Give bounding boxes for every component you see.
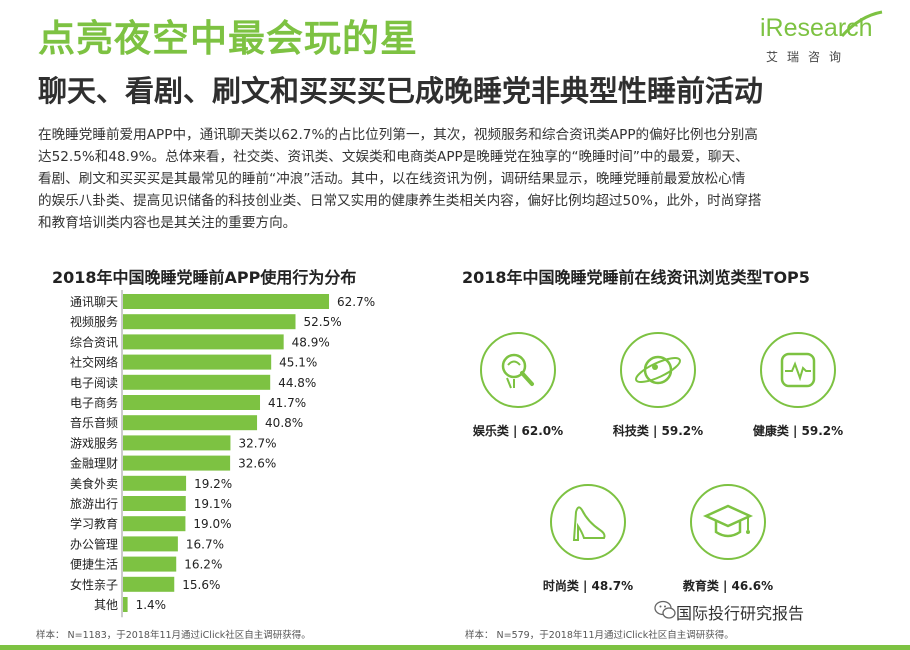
bar — [123, 374, 271, 390]
paragraph-line: 看剧、刷文和买买买是其最常见的睡前“冲浪”活动。其中，以在线资讯为例，调研结果显… — [38, 171, 746, 187]
value-label: 19.1% — [194, 497, 232, 511]
graduation-cap-icon — [690, 484, 766, 560]
bar — [123, 395, 261, 410]
right-chart-title: 2018年中国晚睡党睡前在线资讯浏览类型TOP5 — [462, 268, 810, 287]
bar — [123, 294, 330, 309]
left-chart-title: 2018年中国晚睡党睡前APP使用行为分布 — [52, 268, 357, 287]
value-label: 19.2% — [194, 477, 232, 491]
category-label: 学习教育 — [70, 516, 118, 531]
tech-label: 科技类 | 59.2% — [612, 424, 704, 438]
health-monitor-icon — [760, 332, 836, 408]
high-heel-icon — [550, 484, 626, 560]
app-usage-bar-chart: 通讯聊天 62.7% 视频服务 52.5% 综合资讯 48.9% 社交网络 45.1% 电子阅读… — [70, 290, 375, 618]
category-label: 电子阅读 — [70, 376, 118, 390]
paragraph-line: 的娱乐八卦类、提高见识储备的科技创业类、日常又实用的健康养生类相关内容，偏好比例… — [38, 193, 762, 209]
bar — [123, 435, 231, 451]
category-label: 音乐音频 — [70, 415, 118, 430]
value-label: 32.6% — [238, 457, 276, 471]
iresearch-logo: iResearch 艾瑞咨询 — [756, 10, 886, 66]
bar — [123, 516, 186, 532]
bar — [123, 475, 187, 491]
category-label: 综合资讯 — [70, 334, 118, 349]
footer-watermark: 国际投行研究报告 — [676, 604, 805, 623]
bar — [123, 334, 284, 350]
right-sample-note: 样本： N=579，于2018年11月通过iClick社区自主调研获得。 — [465, 630, 734, 641]
left-sample-note: 样本： N=1183，于2018年11月通过iClick社区自主调研获得。 — [36, 630, 311, 641]
category-label: 其他 — [94, 598, 118, 612]
category-label: 美食外卖 — [70, 476, 118, 491]
category-label: 金融理财 — [70, 456, 118, 471]
logo-swoosh-icon — [840, 10, 883, 38]
value-label: 41.7% — [268, 396, 306, 410]
fashion-icon-circle — [548, 482, 628, 566]
category-label: 旅游出行 — [70, 497, 118, 511]
health-label: 健康类 | 59.2% — [752, 424, 844, 438]
value-label: 1.4% — [136, 598, 167, 612]
health-icon-circle — [758, 330, 838, 414]
bar — [123, 314, 296, 330]
value-label: 15.6% — [182, 578, 220, 592]
category-label: 视频服务 — [70, 314, 118, 329]
intro-paragraph: 在晚睡党睡前爱用APP中，通讯聊天类以62.7%的占比位列第一，其次，视频服务和… — [38, 124, 880, 234]
bar — [123, 576, 175, 592]
value-label: 16.7% — [186, 537, 224, 551]
paragraph-line: 在晚睡党睡前爱用APP中，通讯聊天类以62.7%的占比位列第一，其次，视频服务和… — [38, 127, 758, 143]
bar — [123, 415, 258, 431]
category-label: 游戏服务 — [70, 435, 118, 450]
bar — [123, 354, 272, 370]
entertainment-label: 娱乐类 | 62.0% — [472, 424, 564, 438]
category-label: 通讯聊天 — [70, 295, 118, 309]
bar — [123, 597, 128, 612]
value-label: 32.7% — [238, 436, 276, 450]
category-label: 办公管理 — [70, 536, 118, 551]
paragraph-line: 达52.5%和48.9%。总体来看，社交类、资讯类、文娱类和电商类APP是晚睡党… — [38, 149, 749, 165]
value-label: 19.0% — [193, 517, 231, 531]
category-label: 便捷生活 — [70, 558, 118, 572]
value-label: 44.8% — [278, 376, 316, 390]
entertainment-icon-circle — [478, 330, 558, 414]
value-label: 62.7% — [337, 295, 375, 309]
paragraph-line: 和教育培训类内容也是其关注的重要方向。 — [38, 215, 297, 231]
education-label: 教育类 | 46.6% — [682, 579, 774, 593]
bar — [123, 455, 231, 471]
page-subtitle: 聊天、看剧、刷文和买买买已成晚睡党非典型性睡前活动 — [38, 74, 764, 108]
planet-icon — [620, 332, 696, 408]
page-title: 点亮夜空中最会玩的星 — [38, 17, 418, 60]
bottom-accent-line — [0, 645, 910, 650]
value-label: 45.1% — [279, 356, 317, 370]
value-label: 16.2% — [184, 558, 222, 572]
category-label: 社交网络 — [70, 355, 118, 370]
education-icon-circle — [688, 482, 768, 566]
logo-brand-text: iResearch — [760, 14, 873, 42]
value-label: 48.9% — [292, 335, 330, 349]
bar — [123, 536, 178, 552]
value-label: 40.8% — [265, 416, 303, 430]
fashion-label: 时尚类 | 48.7% — [542, 579, 634, 593]
wechat-icon — [654, 600, 676, 619]
lightbulb-icon — [480, 332, 556, 408]
bar — [123, 496, 186, 511]
category-label: 电子商务 — [70, 395, 118, 410]
bar — [123, 556, 177, 572]
logo-cn-text: 艾瑞咨询 — [766, 50, 851, 64]
value-label: 52.5% — [304, 315, 342, 329]
tech-icon-circle — [618, 330, 698, 414]
category-label: 女性亲子 — [70, 577, 118, 592]
